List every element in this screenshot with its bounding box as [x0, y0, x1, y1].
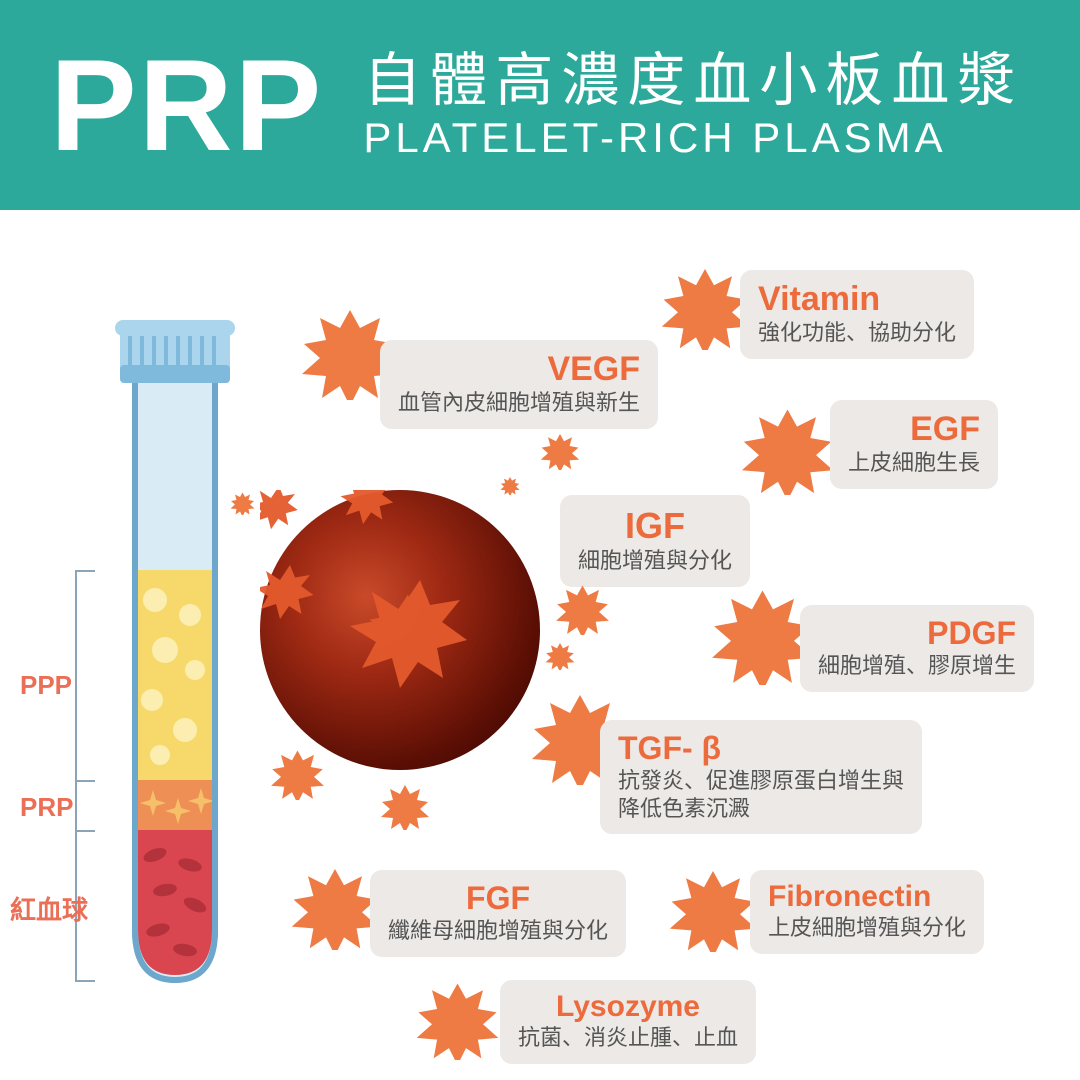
- factor-vegf: VEGF 血管內皮細胞增殖與新生: [380, 340, 658, 429]
- header-title-en: PLATELET-RICH PLASMA: [363, 114, 1023, 162]
- factor-igf: IGF 細胞增殖與分化: [560, 495, 750, 587]
- factor-title: IGF: [578, 505, 732, 547]
- tube-tick: [75, 570, 95, 572]
- tube-label-prp: PRP: [20, 792, 73, 823]
- test-tube: [90, 290, 260, 970]
- splat-icon: [555, 580, 610, 640]
- header-banner: PRP 自體高濃度血小板血漿 PLATELET-RICH PLASMA: [0, 0, 1080, 210]
- factor-title: Fibronectin: [768, 880, 966, 914]
- splat-icon: [230, 490, 255, 520]
- factor-desc: 血管內皮細胞增殖與新生: [398, 389, 640, 417]
- splat-icon: [740, 400, 835, 500]
- header-title-cn: 自體高濃度血小板血漿: [363, 48, 1023, 115]
- plasma-sphere: [260, 490, 540, 770]
- tube-label-rbc: 紅血球: [10, 890, 88, 927]
- factor-title: Vitamin: [758, 280, 956, 319]
- sphere-inner-icons: [260, 490, 540, 770]
- factor-title: FGF: [388, 880, 608, 917]
- factor-pdgf: PDGF 細胞增殖、膠原增生: [800, 605, 1034, 692]
- factor-fgf: FGF 纖維母細胞增殖與分化: [370, 870, 626, 957]
- splat-icon: [380, 780, 430, 835]
- factor-egf: EGF 上皮細胞生長: [830, 400, 998, 489]
- splat-icon: [270, 745, 325, 805]
- tube-tick: [75, 780, 95, 782]
- factor-tgf: TGF- β 抗發炎、促進膠原蛋白增生與降低色素沉澱: [600, 720, 922, 834]
- splat-icon: [668, 862, 758, 957]
- tube-tick: [75, 830, 95, 832]
- factor-desc: 抗發炎、促進膠原蛋白增生與降低色素沉澱: [618, 767, 904, 822]
- factor-desc: 強化功能、協助分化: [758, 319, 956, 347]
- factor-desc: 抗菌、消炎止腫、止血: [518, 1024, 738, 1052]
- factor-title: VEGF: [398, 350, 640, 389]
- splat-icon: [415, 975, 500, 1065]
- factor-lysozyme: Lysozyme 抗菌、消炎止腫、止血: [500, 980, 756, 1064]
- factor-desc: 纖維母細胞增殖與分化: [388, 917, 608, 945]
- factor-title: Lysozyme: [518, 990, 738, 1024]
- factor-desc: 上皮細胞生長: [848, 449, 980, 477]
- header-titles: 自體高濃度血小板血漿 PLATELET-RICH PLASMA: [363, 48, 1023, 163]
- factor-desc: 細胞增殖與分化: [578, 547, 732, 575]
- factor-title: EGF: [848, 410, 980, 449]
- factor-desc: 上皮細胞增殖與分化: [768, 914, 966, 942]
- diagram-canvas: PPP PRP 紅血球 Vitamin 強化功能、協助分化 VEGF 血管內皮細…: [0, 210, 1080, 1080]
- tube-tick: [75, 980, 95, 982]
- factor-title: PDGF: [818, 615, 1016, 652]
- tube-svg: [90, 290, 260, 990]
- factor-fibronectin: Fibronectin 上皮細胞增殖與分化: [750, 870, 984, 954]
- factor-desc: 細胞增殖、膠原增生: [818, 652, 1016, 680]
- factor-title: TGF- β: [618, 730, 904, 767]
- splat-icon: [660, 260, 750, 355]
- factor-vitamin: Vitamin 強化功能、協助分化: [740, 270, 974, 359]
- header-acronym: PRP: [50, 30, 323, 180]
- splat-icon: [500, 475, 520, 500]
- tube-label-ppp: PPP: [20, 670, 72, 701]
- splat-icon: [545, 640, 575, 675]
- splat-icon: [290, 860, 380, 955]
- splat-icon: [540, 430, 580, 475]
